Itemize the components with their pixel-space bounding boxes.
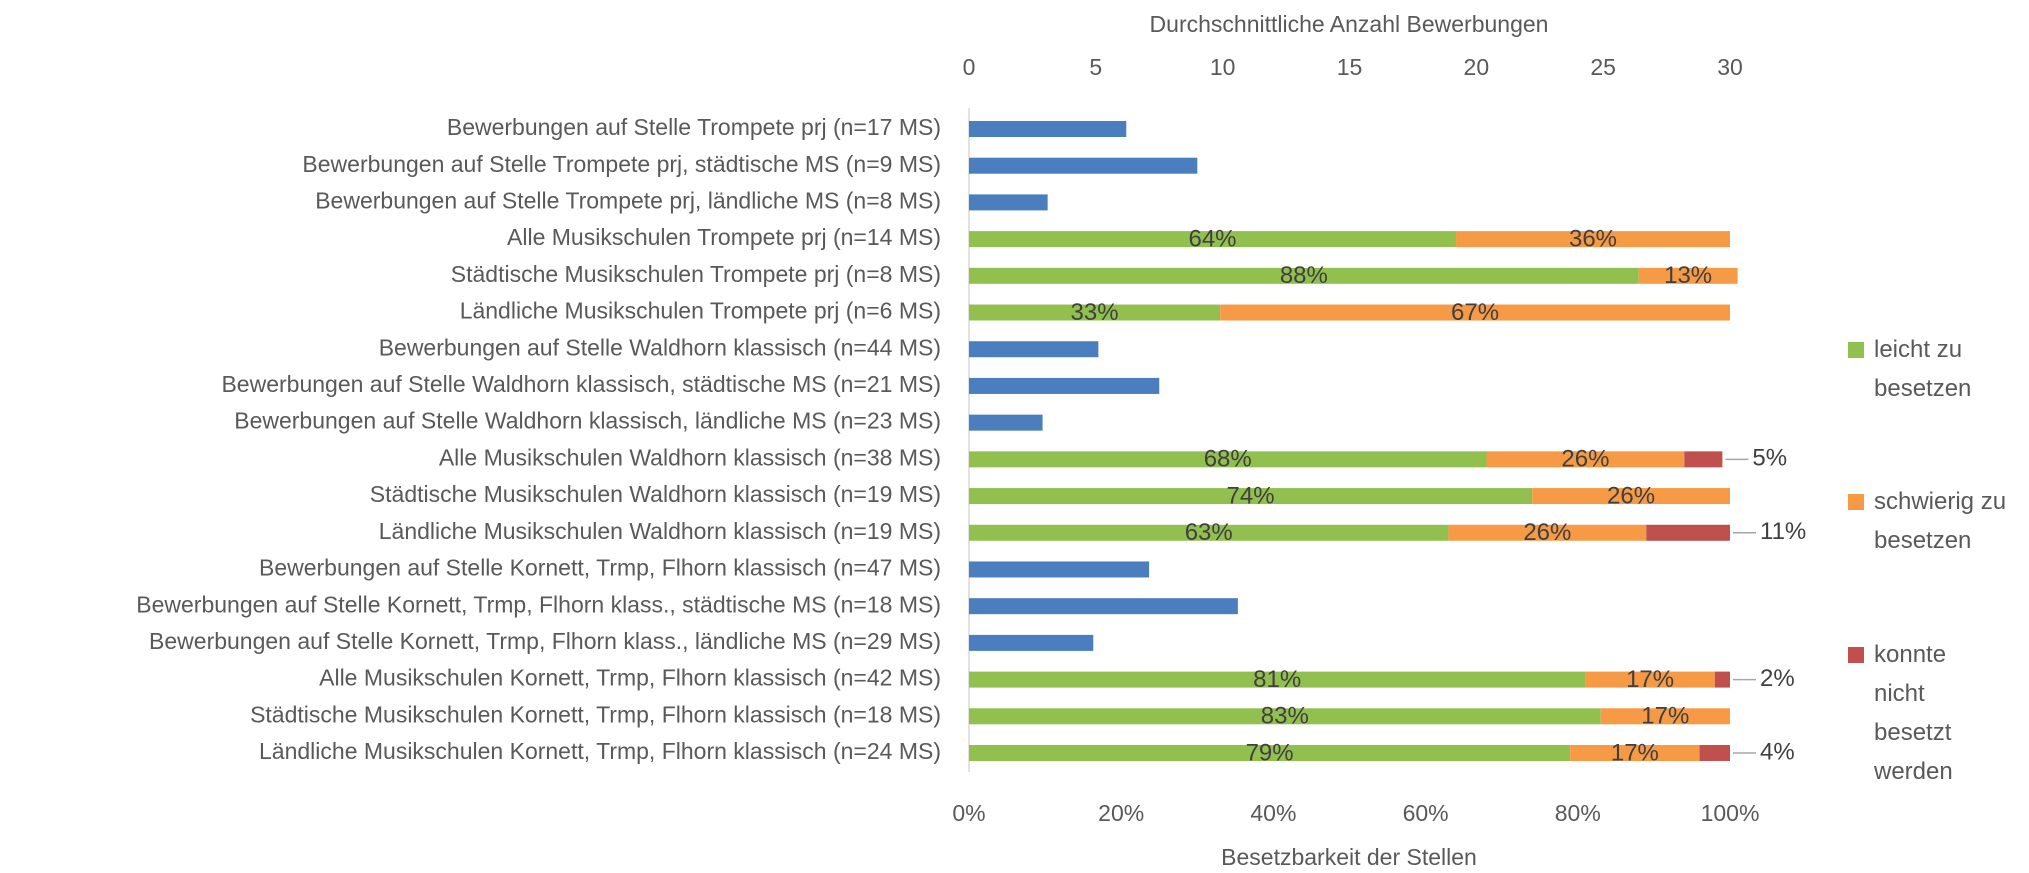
data-label: 17% (1641, 703, 1689, 730)
y-tick-label: Bewerbungen auf Stelle Waldhorn klassisc… (234, 408, 941, 434)
data-label: 4% (1760, 738, 1795, 765)
legend-swatch (1848, 342, 1864, 358)
x-tick-label: 80% (1555, 800, 1601, 826)
data-label: 13% (1664, 262, 1712, 289)
y-tick-label: Bewerbungen auf Stelle Trompete prj, stä… (302, 151, 941, 177)
legend-label: konnte nicht besetzt werden (1874, 641, 1953, 785)
data-label: 67% (1451, 299, 1499, 326)
y-tick-label: Bewerbungen auf Stelle Kornett, Trmp, Fl… (259, 555, 941, 581)
y-tick-label: Alle Musikschulen Kornett, Trmp, Flhorn … (319, 665, 941, 691)
data-label: 26% (1561, 446, 1609, 473)
bar-segment (969, 488, 1533, 505)
bar-segment (969, 231, 1457, 248)
legend-swatch (1848, 494, 1864, 510)
x2-tick-label: 15 (1337, 54, 1363, 80)
x-tick-label: 20% (1098, 800, 1144, 826)
y-tick-label: Bewerbungen auf Stelle Waldhorn klassisc… (221, 371, 941, 397)
data-label: 17% (1611, 739, 1659, 766)
data-label: 83% (1261, 703, 1309, 730)
bar-segment (1714, 671, 1730, 688)
bar-segment (969, 708, 1601, 725)
data-label: 81% (1253, 666, 1301, 693)
bar (969, 121, 1127, 137)
x-tick-label: 60% (1403, 800, 1449, 826)
y-tick-label: Städtische Musikschulen Trompete prj (n=… (451, 261, 941, 287)
bar (969, 157, 1198, 174)
x-tick-label: 0% (952, 800, 985, 826)
x2-tick-label: 20 (1464, 54, 1490, 80)
x-tick-label: 40% (1250, 800, 1296, 826)
x2-tick-label: 25 (1590, 54, 1616, 80)
y-tick-label: Bewerbungen auf Stelle Kornett, Trmp, Fl… (136, 591, 941, 617)
bar (969, 341, 1099, 358)
data-label: 17% (1626, 666, 1674, 693)
data-label: 26% (1523, 519, 1571, 546)
x2-axis-title: Durchschnittliche Anzahl Bewerbungen (1150, 11, 1549, 37)
bar-segment (1684, 451, 1723, 468)
y-tick-label: Städtische Musikschulen Kornett, Trmp, F… (250, 701, 941, 727)
bar-segment (969, 671, 1586, 688)
x-axis-title: Besetzbarkeit der Stellen (1221, 844, 1477, 870)
data-label: 63% (1185, 519, 1233, 546)
bar-segment (1585, 671, 1715, 688)
data-label: 64% (1188, 225, 1236, 252)
bar-segment (1646, 524, 1730, 541)
x-tick-label: 100% (1701, 800, 1760, 826)
bar-segment (1570, 745, 1700, 761)
bar-segment (1699, 745, 1730, 761)
bar (969, 194, 1048, 211)
y-tick-label: Bewerbungen auf Stelle Trompete prj, län… (315, 187, 941, 213)
data-label: 88% (1280, 262, 1328, 289)
data-label: 5% (1752, 445, 1787, 472)
bar-segment (1448, 524, 1647, 541)
x2-tick-label: 5 (1089, 54, 1102, 80)
bar-segment (969, 451, 1487, 468)
legend-label: leicht zu besetzen (1874, 336, 1972, 402)
data-label: 79% (1246, 739, 1294, 766)
data-label: 74% (1227, 482, 1275, 509)
x2-tick-label: 10 (1210, 54, 1236, 80)
x2-tick-label: 0 (963, 54, 976, 80)
bar-segment (1456, 231, 1730, 248)
data-label: 33% (1071, 299, 1119, 326)
y-tick-label: Ländliche Musikschulen Waldhorn klassisc… (379, 518, 941, 544)
bar-segment (969, 267, 1639, 284)
data-label: 26% (1607, 482, 1655, 509)
data-label: 11% (1760, 518, 1806, 545)
legend-label: schwierig zu besetzen (1874, 488, 2007, 554)
bar-segment (969, 745, 1571, 761)
bar-segment (1600, 708, 1730, 725)
bar-segment (1638, 267, 1738, 284)
bar-segment (969, 524, 1449, 541)
bar (969, 561, 1150, 578)
bar (969, 634, 1094, 651)
data-label: 2% (1760, 665, 1795, 692)
x2-tick-label: 30 (1717, 54, 1743, 80)
y-tick-label: Städtische Musikschulen Waldhorn klassis… (370, 481, 941, 507)
bar-segment (1532, 488, 1730, 505)
bar-segment (969, 304, 1221, 321)
y-tick-label: Alle Musikschulen Waldhorn klassisch (n=… (439, 444, 941, 470)
y-tick-label: Alle Musikschulen Trompete prj (n=14 MS) (507, 224, 941, 250)
legend-swatch (1848, 647, 1864, 663)
bar (969, 414, 1043, 431)
y-tick-label: Ländliche Musikschulen Trompete prj (n=6… (460, 298, 941, 324)
bar-segment (1486, 451, 1685, 468)
y-tick-label: Bewerbungen auf Stelle Kornett, Trmp, Fl… (149, 628, 941, 654)
bar (969, 598, 1238, 615)
data-label: 68% (1204, 446, 1252, 473)
bar (969, 377, 1160, 394)
data-label: 36% (1569, 225, 1617, 252)
y-tick-label: Bewerbungen auf Stelle Waldhorn klassisc… (379, 334, 941, 360)
bar-segment (1220, 304, 1730, 321)
y-tick-label: Bewerbungen auf Stelle Trompete prj (n=1… (447, 114, 941, 140)
y-tick-label: Ländliche Musikschulen Kornett, Trmp, Fl… (259, 738, 941, 764)
